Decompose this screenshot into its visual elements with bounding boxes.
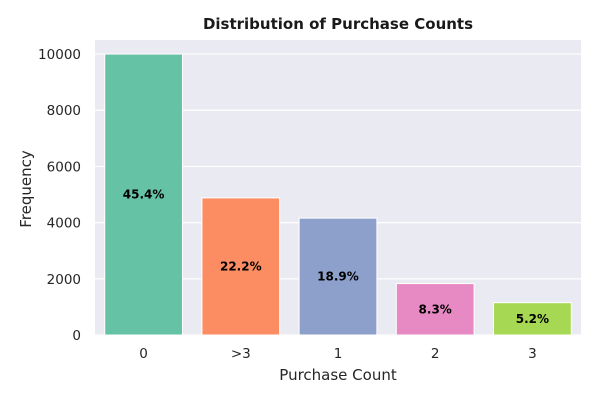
x-axis-label: Purchase Count xyxy=(279,366,397,384)
data-label: 5.2% xyxy=(516,312,549,326)
chart-title: Distribution of Purchase Counts xyxy=(203,15,473,33)
bar xyxy=(104,53,183,336)
data-label: 45.4% xyxy=(123,188,165,202)
x-tick-label: 3 xyxy=(528,346,537,362)
y-tick-label: 4000 xyxy=(47,216,81,232)
y-tick-label: 6000 xyxy=(47,159,81,175)
data-label: 8.3% xyxy=(419,302,452,316)
y-tick-label: 0 xyxy=(72,328,81,344)
bars xyxy=(104,53,572,336)
bar xyxy=(493,302,572,336)
x-tick-label: 2 xyxy=(431,346,440,362)
x-tick-label: 1 xyxy=(334,346,343,362)
data-labels: 45.4% 22.2% 18.9% 8.3% 5.2% xyxy=(123,188,549,326)
y-tick-label: 10000 xyxy=(38,47,81,63)
y-tick-label: 8000 xyxy=(47,103,81,119)
data-label: 18.9% xyxy=(317,270,359,284)
x-tick-labels: 0 >3 1 2 3 xyxy=(139,346,536,362)
x-tick-label: 0 xyxy=(139,346,148,362)
y-tick-label: 2000 xyxy=(47,272,81,288)
x-tick-label: >3 xyxy=(231,346,251,362)
y-axis-label: Frequency xyxy=(17,150,35,228)
bar xyxy=(395,283,475,336)
bar xyxy=(298,217,378,336)
data-label: 22.2% xyxy=(220,259,262,273)
bar xyxy=(201,197,281,336)
y-tick-labels: 0 2000 4000 6000 8000 10000 xyxy=(38,47,81,344)
